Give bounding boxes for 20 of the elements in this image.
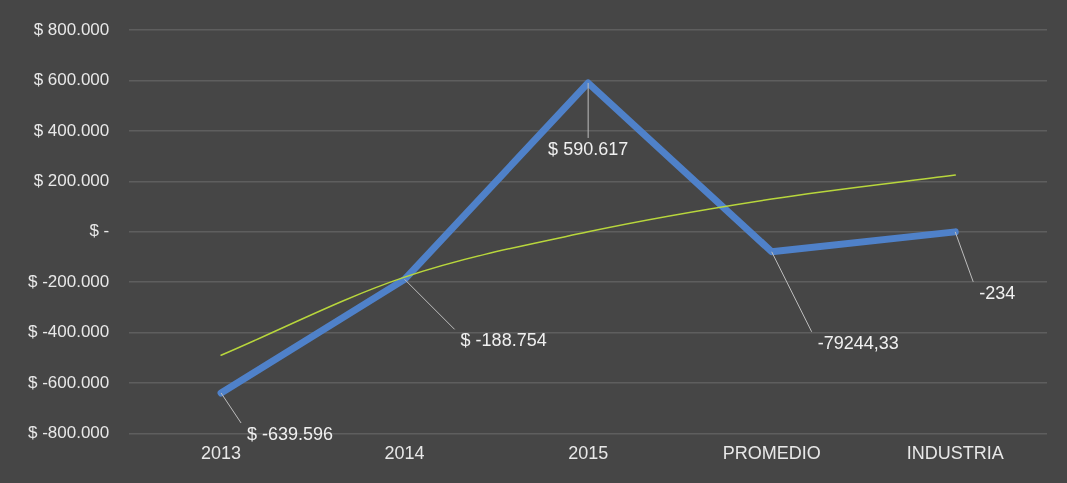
- data-label: $ 590.617: [548, 138, 629, 159]
- x-tick-label: INDUSTRIA: [906, 443, 1004, 464]
- line-series: [220, 174, 956, 357]
- y-tick-label: $ 200.000: [33, 171, 110, 191]
- x-tick-label: PROMEDIO: [722, 443, 821, 464]
- x-tick-label: 2013: [201, 443, 242, 464]
- y-tick-label: $ -600.000: [27, 372, 110, 392]
- y-tick-label: $ -: [89, 221, 110, 241]
- y-tick-label: $ 600.000: [33, 70, 110, 90]
- data-label: -234: [979, 282, 1016, 303]
- data-label: $ -639.596: [247, 423, 334, 444]
- data-label: $ -188.754: [460, 330, 547, 351]
- y-tick-label: $ -400.000: [27, 322, 110, 342]
- x-tick-label: 2014: [384, 443, 425, 464]
- y-tick-label: $ -800.000: [27, 423, 110, 443]
- y-tick-label: $ -200.000: [27, 271, 110, 291]
- y-tick-label: $ 400.000: [33, 120, 110, 140]
- data-label: -79244,33: [817, 332, 899, 353]
- y-tick-label: $ 800.000: [33, 19, 110, 39]
- x-tick-label: 2015: [568, 443, 609, 464]
